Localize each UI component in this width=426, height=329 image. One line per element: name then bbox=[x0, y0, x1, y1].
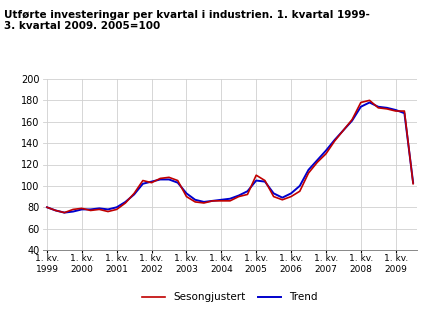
Trend bbox=[44, 205, 49, 209]
Trend bbox=[140, 182, 145, 186]
Sesongjustert bbox=[288, 194, 294, 198]
Sesongjustert bbox=[175, 179, 180, 183]
Sesongjustert bbox=[297, 189, 302, 193]
Trend bbox=[201, 200, 207, 204]
Trend bbox=[376, 105, 381, 109]
Trend bbox=[123, 200, 128, 204]
Sesongjustert bbox=[167, 175, 172, 179]
Sesongjustert bbox=[245, 192, 250, 196]
Sesongjustert bbox=[271, 194, 276, 198]
Trend bbox=[53, 209, 58, 213]
Sesongjustert bbox=[306, 171, 311, 175]
Trend bbox=[297, 184, 302, 188]
Trend bbox=[175, 181, 180, 185]
Legend: Sesongjustert, Trend: Sesongjustert, Trend bbox=[138, 288, 322, 306]
Sesongjustert bbox=[44, 205, 49, 209]
Trend bbox=[88, 208, 93, 212]
Trend bbox=[323, 149, 328, 153]
Trend bbox=[236, 193, 241, 197]
Sesongjustert bbox=[332, 139, 337, 143]
Trend bbox=[288, 191, 294, 195]
Sesongjustert bbox=[236, 194, 241, 198]
Sesongjustert bbox=[158, 176, 163, 180]
Trend bbox=[97, 206, 102, 210]
Trend bbox=[105, 208, 110, 212]
Sesongjustert bbox=[367, 98, 372, 102]
Sesongjustert bbox=[149, 181, 154, 185]
Sesongjustert bbox=[53, 209, 58, 213]
Trend bbox=[132, 192, 137, 196]
Sesongjustert bbox=[201, 201, 207, 205]
Trend bbox=[367, 101, 372, 105]
Trend bbox=[167, 177, 172, 181]
Sesongjustert bbox=[341, 128, 346, 132]
Sesongjustert bbox=[402, 109, 407, 113]
Trend bbox=[71, 210, 76, 214]
Sesongjustert bbox=[210, 199, 215, 203]
Trend bbox=[384, 106, 389, 110]
Sesongjustert bbox=[79, 206, 84, 210]
Trend bbox=[332, 138, 337, 142]
Sesongjustert bbox=[393, 109, 398, 113]
Trend bbox=[280, 196, 285, 200]
Sesongjustert bbox=[262, 179, 268, 183]
Sesongjustert bbox=[132, 191, 137, 195]
Sesongjustert bbox=[315, 161, 320, 164]
Trend bbox=[184, 191, 189, 195]
Trend bbox=[253, 179, 259, 183]
Trend bbox=[350, 119, 355, 123]
Trend bbox=[393, 108, 398, 112]
Sesongjustert bbox=[105, 210, 110, 214]
Trend bbox=[271, 191, 276, 195]
Line: Sesongjustert: Sesongjustert bbox=[47, 100, 413, 213]
Sesongjustert bbox=[376, 106, 381, 110]
Sesongjustert bbox=[71, 208, 76, 212]
Trend bbox=[79, 208, 84, 212]
Sesongjustert bbox=[219, 199, 224, 203]
Sesongjustert bbox=[114, 208, 119, 212]
Sesongjustert bbox=[193, 200, 198, 204]
Trend bbox=[402, 111, 407, 115]
Sesongjustert bbox=[123, 201, 128, 205]
Trend bbox=[315, 158, 320, 162]
Sesongjustert bbox=[97, 208, 102, 212]
Sesongjustert bbox=[227, 199, 233, 203]
Trend bbox=[358, 105, 363, 109]
Sesongjustert bbox=[411, 182, 416, 186]
Sesongjustert bbox=[323, 152, 328, 156]
Sesongjustert bbox=[280, 198, 285, 202]
Sesongjustert bbox=[140, 179, 145, 183]
Trend bbox=[411, 181, 416, 185]
Trend bbox=[193, 198, 198, 202]
Trend bbox=[262, 180, 268, 184]
Sesongjustert bbox=[358, 101, 363, 105]
Trend bbox=[62, 211, 67, 215]
Text: Utførte investeringar per kvartal i industrien. 1. kvartal 1999-
3. kvartal 2009: Utførte investeringar per kvartal i indu… bbox=[4, 10, 370, 32]
Trend bbox=[341, 128, 346, 132]
Sesongjustert bbox=[253, 173, 259, 177]
Trend bbox=[227, 197, 233, 201]
Trend bbox=[149, 180, 154, 184]
Trend bbox=[306, 168, 311, 172]
Sesongjustert bbox=[62, 211, 67, 215]
Trend bbox=[114, 205, 119, 209]
Trend bbox=[158, 177, 163, 181]
Trend bbox=[245, 189, 250, 193]
Trend bbox=[219, 198, 224, 202]
Sesongjustert bbox=[384, 107, 389, 111]
Sesongjustert bbox=[350, 118, 355, 122]
Sesongjustert bbox=[184, 194, 189, 198]
Line: Trend: Trend bbox=[47, 103, 413, 213]
Trend bbox=[210, 199, 215, 203]
Sesongjustert bbox=[88, 209, 93, 213]
